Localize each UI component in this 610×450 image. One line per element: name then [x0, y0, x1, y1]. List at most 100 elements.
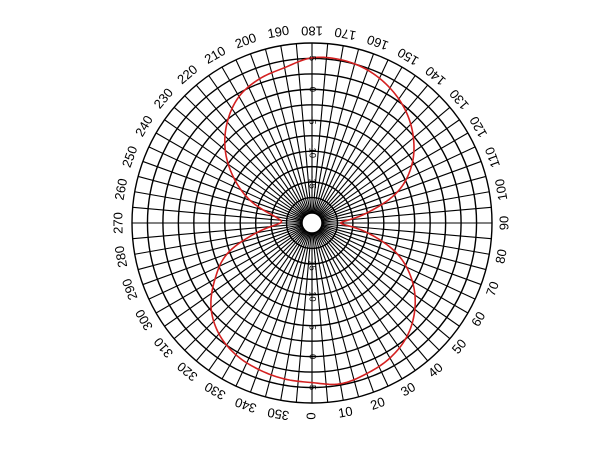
- grid-spoke: [235, 59, 309, 215]
- grid-spoke: [320, 132, 469, 219]
- grid-spoke: [319, 228, 460, 327]
- grid-spoke: [315, 231, 389, 387]
- grid-spoke: [264, 48, 310, 214]
- grid-spoke: [264, 232, 310, 398]
- angle-tick-label: 340: [233, 395, 259, 417]
- ring-labels: -15 -15 -10 -10 -5 -5 0 0 5 5: [306, 56, 317, 390]
- angle-tick-label: 90: [496, 216, 511, 230]
- grid-spoke: [315, 59, 389, 215]
- grid-spoke: [312, 43, 329, 214]
- radial-tick-label: -10: [306, 288, 317, 302]
- grid-spoke: [319, 119, 460, 218]
- angle-tick-label: 250: [119, 144, 141, 170]
- angle-tick-label: 220: [174, 62, 200, 87]
- angle-tick-label: 50: [449, 336, 470, 357]
- grid-spoke: [295, 43, 312, 214]
- grid-spoke: [173, 229, 305, 340]
- grid-outer-ring: [131, 42, 493, 404]
- angle-tick-label: 280: [112, 245, 131, 269]
- grid-spoke: [195, 84, 306, 216]
- angle-tick-label: 20: [368, 394, 387, 413]
- grid-spoke: [321, 225, 487, 271]
- angle-tick-label: 10: [337, 403, 354, 420]
- grid-spoke: [235, 231, 309, 387]
- angle-tick-label: 30: [398, 379, 418, 399]
- grid-spoke: [137, 175, 303, 221]
- grid-spoke: [314, 232, 375, 393]
- grid-spoke: [195, 230, 306, 362]
- angle-tick-label: 300: [132, 307, 156, 333]
- angle-tick-label: 80: [492, 248, 509, 265]
- angle-tick-label: 230: [151, 85, 176, 111]
- angle-tick-label: 70: [483, 279, 502, 298]
- angle-tick-label: 160: [365, 32, 391, 54]
- grid-spoke: [321, 224, 490, 255]
- angle-tick-label: 290: [119, 277, 141, 303]
- grid-ring: [224, 135, 400, 311]
- angle-tick-label: 190: [266, 23, 290, 42]
- angle-tick-label: 180: [301, 24, 323, 39]
- grid-spoke: [173, 106, 305, 217]
- grid-spoke: [314, 232, 360, 398]
- grid-spoke: [318, 84, 429, 216]
- series-line: [210, 56, 417, 386]
- grid-spoke: [313, 232, 344, 401]
- angle-tick-label: 0: [303, 412, 318, 419]
- grid-ring: [162, 73, 462, 373]
- grid-spoke: [249, 232, 310, 393]
- grid-spoke: [184, 95, 306, 217]
- grid-spoke: [137, 225, 303, 271]
- angle-tick-label: 100: [492, 178, 511, 202]
- grid-spoke: [320, 146, 476, 220]
- radial-tick-label: -15: [306, 175, 317, 189]
- radial-tick-label: -5: [306, 116, 317, 124]
- grid-spoke: [221, 66, 308, 215]
- grid-spoke: [134, 224, 303, 255]
- angle-tick-label: 330: [202, 379, 228, 403]
- grid-spoke: [208, 230, 307, 371]
- grid-spoke: [320, 227, 469, 314]
- angle-tick-label: 260: [112, 177, 131, 201]
- angle-tick-label: 240: [132, 113, 156, 139]
- grid-spoke: [280, 232, 311, 401]
- grid-spoke: [295, 232, 312, 403]
- angle-tick-label: 200: [233, 30, 259, 52]
- angle-tick-label: 210: [202, 43, 228, 67]
- grid-spoke: [318, 230, 429, 362]
- grid-spoke: [319, 229, 451, 340]
- angle-tick-label: 320: [174, 359, 200, 384]
- radial-tick-label: -5: [306, 322, 317, 330]
- angle-tick-label: 60: [468, 309, 488, 329]
- radial-tick-label: 0: [306, 354, 317, 359]
- grid-ring: [193, 104, 431, 342]
- angle-tick-label: 140: [422, 63, 448, 88]
- grid-ring: [208, 119, 416, 327]
- grid-spoke: [312, 232, 329, 403]
- grid-spoke: [164, 228, 305, 327]
- grid-spoke: [280, 45, 311, 214]
- grid-spoke: [316, 66, 403, 215]
- grid-spoke: [148, 226, 304, 300]
- radial-tick-label: -10: [306, 144, 317, 158]
- grid-ring: [254, 165, 370, 281]
- grid-spoke: [321, 191, 490, 222]
- grid-spoke: [319, 106, 451, 217]
- grid-spoke: [318, 229, 440, 351]
- grid-spoke: [184, 229, 306, 351]
- grid-spoke: [321, 225, 482, 286]
- grid-spoke: [318, 95, 440, 217]
- grid-spoke: [249, 53, 310, 214]
- grid-spoke: [164, 119, 305, 218]
- grid-spoke: [314, 53, 375, 214]
- grid-spoke: [132, 206, 303, 223]
- grid-spoke: [314, 48, 360, 214]
- grid-ring: [239, 150, 385, 296]
- radial-tick-label: -15: [306, 257, 317, 271]
- polar-grid: [131, 42, 493, 404]
- grid-ring: [270, 181, 354, 265]
- radial-tick-label: 5: [306, 56, 317, 61]
- angle-tick-label: 270: [110, 212, 125, 234]
- angle-tick-label: 40: [425, 360, 446, 381]
- grid-spoke: [155, 132, 304, 219]
